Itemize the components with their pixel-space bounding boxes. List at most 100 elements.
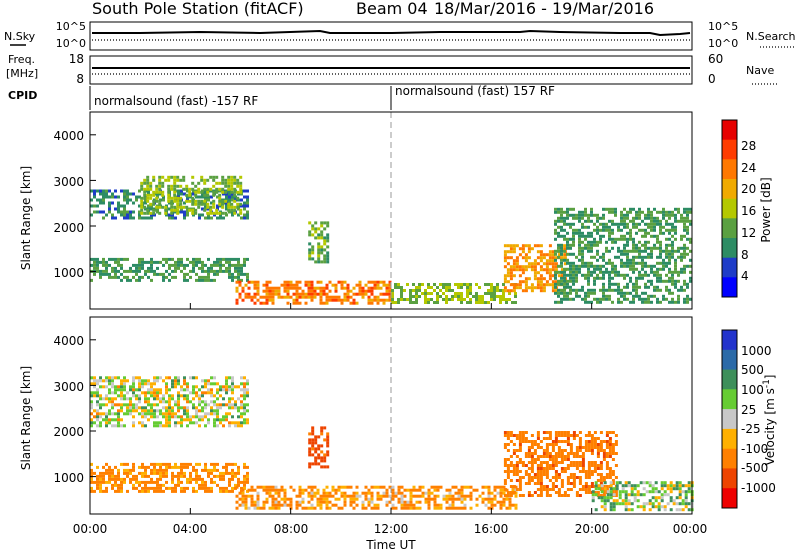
power-cell-r5 [418, 295, 421, 298]
vel-cell-r0 [183, 394, 186, 398]
power-cell-r0 [207, 216, 210, 220]
power-cell-r5 [463, 298, 466, 301]
power-cell-r7 [677, 207, 680, 211]
power-cell-r7 [689, 264, 692, 268]
vel-cell-r0 [219, 418, 222, 422]
power-cell-r6 [533, 286, 537, 290]
vel-cell-r5 [645, 490, 649, 494]
power-cell-r7 [662, 225, 665, 229]
vel-cell-r4 [536, 434, 540, 437]
vel-cell-r0 [138, 397, 141, 401]
vel-cell-r0 [225, 385, 228, 389]
power-cell-r1 [209, 205, 213, 209]
power-cell-r3 [311, 248, 315, 252]
power-cell-r7 [572, 273, 575, 277]
power-cell-r7 [557, 225, 560, 229]
vel-cell-r1 [180, 465, 183, 469]
vel-cell-r4 [605, 476, 609, 479]
power-cell-r7 [590, 264, 593, 268]
power-cell-r7 [665, 237, 668, 241]
power-cell-r4 [241, 298, 245, 302]
vel-cell-r0 [207, 388, 210, 392]
vel-cell-r0 [243, 394, 246, 398]
power-cell-r4 [235, 280, 239, 284]
power-cell-r0 [210, 201, 213, 205]
power-cell-r1 [233, 205, 237, 209]
vel-cell-r3 [445, 494, 449, 498]
vel-cell-r1 [183, 486, 186, 490]
power-cell-r7 [620, 258, 623, 262]
power-cell-r5 [421, 292, 424, 295]
power-cell-r7 [635, 231, 638, 235]
vel-cell-r4 [599, 482, 603, 485]
vel-cell-r4 [542, 467, 546, 470]
vel-cell-r0 [135, 406, 138, 410]
vel-cell-r4 [554, 485, 558, 488]
vel-cell-r3 [460, 491, 464, 495]
vel-cell-r0 [102, 385, 105, 389]
vel-cell-r0 [183, 406, 186, 410]
power-cell-r1 [179, 199, 183, 203]
power-cell-r2 [195, 278, 198, 282]
vel-cell-r0 [240, 406, 243, 410]
vel-cell-r3 [274, 491, 278, 495]
vel-cell-r0 [117, 388, 120, 392]
vel-cell-r4 [584, 473, 588, 476]
vel-cell-r1 [177, 474, 180, 478]
vel-cell-r0 [156, 415, 159, 419]
power-cell-r4 [265, 286, 269, 290]
vel-cell-r0 [246, 409, 249, 413]
power-cell-r7 [668, 210, 671, 214]
power-cell-r2 [186, 278, 189, 282]
power-cell-r0 [93, 204, 96, 208]
power-cell-r7 [560, 291, 563, 295]
vel-cell-r3 [427, 506, 431, 510]
power-cell-r4 [388, 298, 392, 302]
vel-cell-r3 [400, 485, 404, 489]
power-cell-r5 [406, 298, 409, 301]
vel-cell-r2 [311, 453, 315, 457]
vel-cell-r1 [240, 480, 243, 484]
vel-cell-r3 [499, 491, 503, 495]
power-cell-r7 [686, 282, 689, 286]
vel-cell-r4 [608, 470, 612, 473]
vel-cell-r4 [599, 440, 603, 443]
power-cell-r2 [96, 266, 99, 270]
vel-cell-r0 [237, 397, 240, 401]
vel-cell-r0 [198, 394, 201, 398]
power-cell-r4 [253, 286, 257, 290]
power-cell-r1 [146, 211, 150, 215]
power-cell-r4 [289, 295, 293, 299]
vel-cell-r3 [490, 497, 494, 501]
power-cell-r7 [689, 258, 692, 262]
vel-cell-r4 [557, 488, 561, 491]
vel-cell-r3 [334, 488, 338, 492]
vel-cell-r5 [624, 493, 628, 497]
power-cell-r5 [424, 292, 427, 295]
vel-cell-r5 [609, 484, 613, 488]
power-cell-r0 [207, 207, 210, 211]
vel-cell-r4 [536, 446, 540, 449]
power-cell-r2 [186, 272, 189, 276]
power-cell-r0 [237, 213, 240, 217]
power-cell-r6 [545, 283, 549, 287]
power-cell-r1 [215, 190, 219, 194]
power-cell-r7 [647, 297, 650, 301]
power-cell-r7 [557, 249, 560, 253]
vel-cell-r1 [129, 477, 132, 481]
vel-cell-r3 [499, 506, 503, 510]
vel-cell-r0 [147, 418, 150, 422]
vel-cell-r0 [150, 403, 153, 407]
vel-cell-r4 [527, 476, 531, 479]
vel-cell-r5 [633, 496, 637, 500]
vel-cell-r4 [590, 434, 594, 437]
vel-cell-r0 [120, 406, 123, 410]
vel-cell-r1 [129, 480, 132, 484]
vel-cell-r3 [259, 506, 263, 510]
vel-cell-r4 [548, 464, 552, 467]
power-cell-r7 [605, 207, 608, 211]
power-cell-r7 [569, 276, 572, 280]
vel-cell-r0 [204, 424, 207, 428]
vel-cell-r0 [144, 400, 147, 404]
power-cell-r6 [548, 262, 552, 266]
